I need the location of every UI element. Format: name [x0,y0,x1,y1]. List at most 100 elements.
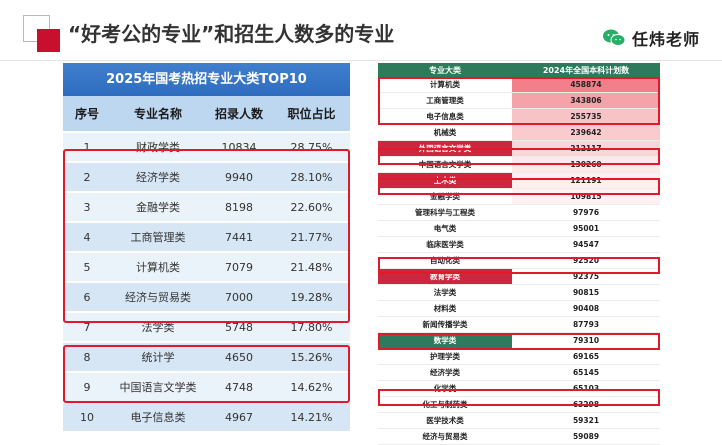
cell-category: 临床医学类 [378,236,512,253]
table-row: 护理学类 69165 [378,348,660,365]
cell-count: 5748 [205,311,273,342]
cell-no: 5 [63,251,111,282]
table-row: 计算机类 458874 [378,77,660,93]
cell-no: 2 [63,161,111,192]
cell-ratio: 14.62% [273,371,350,402]
cell-category: 金融学类 [378,188,512,205]
table-row: 医学技术类 59321 [378,412,660,429]
table-row: 经济与贸易类 59089 [378,428,660,445]
cell-count: 7079 [205,251,273,282]
cell-plan-count: 65103 [512,380,660,397]
table-row: 机械类 239642 [378,124,660,141]
cell-plan-count: 59321 [512,412,660,429]
cell-name: 工商管理类 [111,221,205,252]
cell-count: 7441 [205,221,273,252]
table-row: 金融学类 109815 [378,188,660,205]
table-row: 电气类 95001 [378,220,660,237]
right-table: 专业大类 2024年全国本科计划数 计算机类 458874 工商管理类 343806 电… [378,63,660,445]
cell-name: 经济学类 [111,161,205,192]
cell-name: 中国语言文学类 [111,371,205,402]
highlight-box-law [378,257,660,274]
cell-count: 9940 [205,161,273,192]
cell-plan-count: 92520 [512,252,660,269]
table-row: 自动化类 92520 [378,252,660,269]
cell-ratio: 21.77% [273,221,350,252]
table-row: 1 财政学类 10834 28.75% [63,131,350,162]
cell-category: 医学技术类 [378,412,512,429]
cell-ratio: 22.60% [273,191,350,222]
cell-ratio: 21.48% [273,251,350,282]
table-row: 9 中国语言文学类 4748 14.62% [63,371,350,402]
cell-plan-count: 343806 [512,92,660,109]
cell-ratio: 28.10% [273,161,350,192]
left-table-panel: 2025年国考热招专业大类TOP10 序号 专业名称 招录人数 职位占比 1 财政… [63,63,350,431]
cell-plan-count: 255735 [512,108,660,125]
cell-ratio: 28.75% [273,131,350,162]
table-row: 化学类 65103 [378,380,660,397]
highlight-box-finance [378,178,660,195]
cell-name: 计算机类 [111,251,205,282]
cell-no: 7 [63,311,111,342]
cell-category: 材料类 [378,300,512,317]
table-row: 2 经济学类 9940 28.10% [63,161,350,192]
table-row: 4 工商管理类 7441 21.77% [63,221,350,252]
brand: 任炜老师 [602,26,700,50]
right-table-header-row: 专业大类 2024年全国本科计划数 [378,63,660,77]
cell-plan-count: 69165 [512,348,660,365]
cell-count: 7000 [205,281,273,312]
table-row: 10 电子信息类 4967 14.21% [63,401,350,431]
brand-name: 任炜老师 [631,30,700,49]
cell-name: 法学类 [111,311,205,342]
highlight-box-rows-2-7 [63,149,350,323]
cell-category: 化学类 [378,380,512,397]
cell-plan-count: 95001 [512,220,660,237]
header-ratio: 职位占比 [273,96,350,133]
highlight-box-trade [378,389,660,406]
decorative-red-square [37,29,60,52]
highlight-box-economics [378,333,660,350]
page-title: “好考公的专业”和招生人数多的专业 [68,22,395,46]
table-row: 数学类 79310 [378,332,660,349]
title-divider [0,60,722,61]
cell-category: 土木类 [378,172,512,189]
cell-plan-count: 59089 [512,428,660,445]
cell-name: 经济与贸易类 [111,281,205,312]
cell-plan-count: 239642 [512,124,660,141]
table-row: 7 法学类 5748 17.80% [63,311,350,342]
left-table-header-row: 序号 专业名称 招录人数 职位占比 [63,96,350,133]
cell-category: 机械类 [378,124,512,141]
decorative-square-outline [23,15,50,42]
cell-category: 新闻传播学类 [378,316,512,333]
wechat-icon [602,29,626,46]
header-count: 招录人数 [205,96,273,133]
cell-no: 6 [63,281,111,312]
cell-no: 1 [63,131,111,162]
table-row: 管理科学与工程类 97976 [378,204,660,221]
cell-category: 计算机类 [378,77,512,93]
cell-category: 工商管理类 [378,92,512,109]
cell-category: 法学类 [378,284,512,301]
cell-plan-count: 90815 [512,284,660,301]
cell-category: 自动化类 [378,252,512,269]
cell-category: 经济学类 [378,364,512,381]
cell-no: 4 [63,221,111,252]
header-name: 专业名称 [111,96,205,133]
table-row: 工商管理类 343806 [378,92,660,109]
table-row: 经济学类 65145 [378,364,660,381]
table-row: 5 计算机类 7079 21.48% [63,251,350,282]
cell-plan-count: 94547 [512,236,660,253]
cell-ratio: 19.28% [273,281,350,312]
cell-count: 4748 [205,371,273,402]
cell-no: 3 [63,191,111,222]
highlight-box-rows-9-10 [63,345,350,403]
cell-name: 金融学类 [111,191,205,222]
cell-plan-count: 87793 [512,316,660,333]
cell-category: 管理科学与工程类 [378,204,512,221]
highlight-box-chinese-lit [378,148,660,165]
cell-category: 电气类 [378,220,512,237]
left-table-title: 2025年国考热招专业大类TOP10 [63,63,350,96]
cell-category: 数学类 [378,332,512,349]
header-plan-count: 2024年全国本科计划数 [512,63,660,77]
cell-no: 9 [63,371,111,402]
table-row: 临床医学类 94547 [378,236,660,253]
